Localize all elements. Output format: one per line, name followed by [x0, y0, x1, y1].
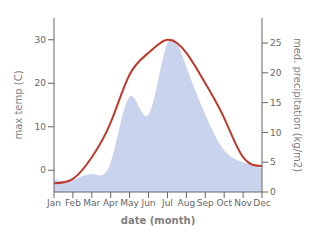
svg-text:date (month): date (month)	[121, 215, 195, 226]
svg-text:0: 0	[270, 187, 276, 197]
svg-text:Nov: Nov	[234, 198, 252, 208]
svg-text:Apr: Apr	[103, 198, 119, 208]
svg-text:Mar: Mar	[83, 198, 100, 208]
svg-text:Jan: Jan	[46, 198, 61, 208]
svg-text:Sep: Sep	[197, 198, 214, 208]
svg-text:10: 10	[270, 128, 282, 138]
svg-text:Aug: Aug	[178, 198, 196, 208]
svg-text:20: 20	[35, 78, 47, 88]
svg-text:10: 10	[35, 122, 47, 132]
svg-text:5: 5	[270, 157, 276, 167]
svg-text:Dec: Dec	[253, 198, 270, 208]
svg-text:20: 20	[270, 68, 282, 78]
svg-text:Feb: Feb	[65, 198, 81, 208]
svg-text:25: 25	[270, 38, 281, 48]
svg-text:Jun: Jun	[141, 198, 156, 208]
svg-text:Jul: Jul	[161, 198, 173, 208]
svg-text:15: 15	[270, 98, 281, 108]
svg-text:30: 30	[35, 35, 47, 45]
svg-text:May: May	[120, 198, 139, 208]
svg-text:Oct: Oct	[216, 198, 232, 208]
svg-text:max temp (C): max temp (C)	[13, 70, 24, 139]
svg-text:med. precipitation (kg/m2): med. precipitation (kg/m2)	[292, 38, 303, 172]
svg-text:0: 0	[40, 165, 46, 175]
